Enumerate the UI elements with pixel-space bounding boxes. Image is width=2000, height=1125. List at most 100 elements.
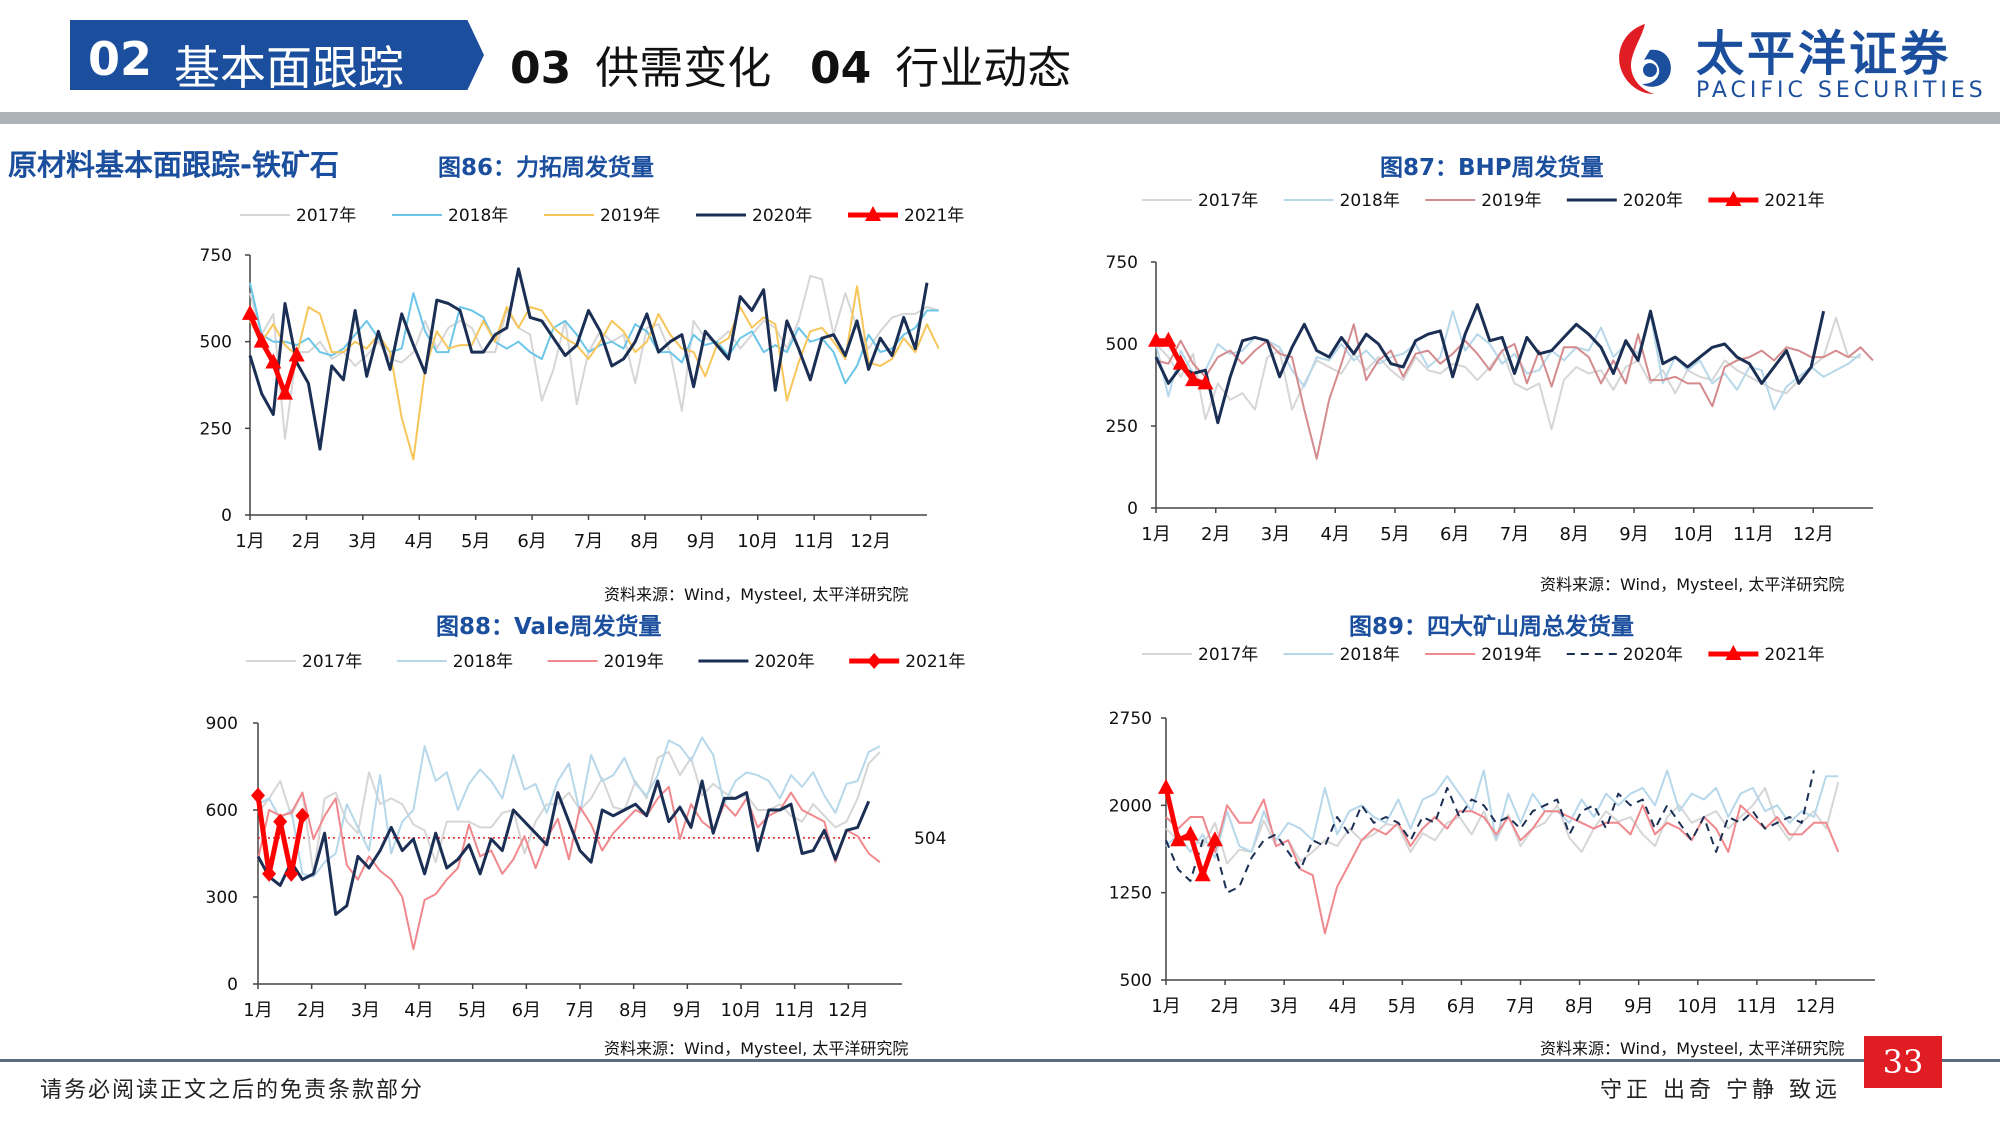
chart-title-big-four: 图89：四大矿山周总发货量 bbox=[1349, 614, 1635, 640]
x-tick-label: 1月 bbox=[243, 1000, 272, 1021]
x-tick-label: 10月 bbox=[721, 1000, 762, 1021]
x-tick-label: 1月 bbox=[1141, 524, 1170, 545]
x-tick-label: 12月 bbox=[1793, 524, 1834, 545]
series-line-2018年 bbox=[1165, 769, 1839, 859]
y-tick-label: 250 bbox=[200, 419, 232, 439]
series-point bbox=[1170, 831, 1187, 847]
nav-tab-number: 04 bbox=[810, 43, 872, 94]
x-tick-label: 2月 bbox=[1210, 996, 1239, 1017]
y-tick-label: 300 bbox=[206, 888, 238, 908]
x-tick-label: 11月 bbox=[794, 531, 835, 552]
chart-title-bhp: 图87：BHP周发货量 bbox=[1380, 155, 1604, 181]
legend-label: 2021年 bbox=[1764, 645, 1824, 665]
y-tick-label: 0 bbox=[221, 506, 232, 526]
nav-tab-number: 03 bbox=[510, 43, 572, 94]
x-tick-label: 7月 bbox=[574, 531, 603, 552]
x-tick-label: 3月 bbox=[1269, 996, 1298, 1017]
x-tick-label: 4月 bbox=[1329, 996, 1358, 1017]
nav-tab-supply-demand[interactable]: 03 供需变化 bbox=[510, 32, 771, 96]
x-tick-label: 4月 bbox=[1321, 524, 1350, 545]
nav-tab-fundamentals[interactable]: 02 基本面跟踪 bbox=[70, 20, 484, 90]
x-tick-label: 2月 bbox=[292, 531, 321, 552]
series-line-2019年 bbox=[1155, 323, 1874, 460]
chart-source-vale: 资料来源：Wind，Mysteel, 太平洋研究院 bbox=[604, 1039, 909, 1058]
x-tick-label: 9月 bbox=[1624, 996, 1653, 1017]
x-tick-label: 8月 bbox=[619, 1000, 648, 1021]
section-title: 原材料基本面跟踪-铁矿石 bbox=[8, 148, 340, 182]
legend-label: 2020年 bbox=[754, 652, 814, 672]
series-line-2017年 bbox=[1155, 316, 1861, 431]
series-line-2017年 bbox=[1165, 781, 1840, 865]
legend-label: 2017年 bbox=[296, 206, 356, 226]
legend-label: 2020年 bbox=[752, 206, 812, 226]
series-point bbox=[253, 332, 270, 348]
legend-label: 2018年 bbox=[453, 652, 513, 672]
x-tick-label: 11月 bbox=[774, 1000, 815, 1021]
x-tick-label: 9月 bbox=[1619, 524, 1648, 545]
series-point bbox=[1158, 778, 1174, 794]
x-tick-label: 9月 bbox=[673, 1000, 702, 1021]
x-tick-label: 8月 bbox=[1560, 524, 1589, 545]
x-tick-label: 9月 bbox=[687, 531, 716, 552]
page-number-badge: 33 bbox=[1864, 1036, 1942, 1088]
series-point bbox=[273, 813, 288, 830]
series-point bbox=[242, 304, 258, 320]
x-tick-label: 10月 bbox=[737, 531, 778, 552]
x-tick-label: 7月 bbox=[565, 1000, 594, 1021]
legend-label: 2021年 bbox=[905, 652, 965, 672]
y-tick-label: 500 bbox=[1106, 335, 1138, 355]
x-tick-label: 5月 bbox=[1380, 524, 1409, 545]
series-point bbox=[1172, 354, 1189, 370]
legend-marker bbox=[865, 206, 881, 221]
series-point bbox=[1194, 866, 1211, 882]
series-point bbox=[277, 384, 294, 400]
series-point bbox=[295, 807, 310, 824]
chart-title-vale: 图88：Vale周发货量 bbox=[436, 614, 662, 640]
legend-label: 2017年 bbox=[1198, 191, 1258, 211]
y-tick-label: 0 bbox=[227, 975, 238, 995]
series-point bbox=[262, 865, 277, 882]
x-tick-label: 12月 bbox=[828, 1000, 869, 1021]
series-point bbox=[1185, 371, 1202, 387]
y-tick-label: 250 bbox=[1106, 417, 1138, 437]
y-tick-label: 900 bbox=[206, 714, 238, 734]
x-tick-label: 3月 bbox=[348, 531, 377, 552]
nav-tab-label: 基本面跟踪 bbox=[174, 41, 404, 95]
x-tick-label: 2月 bbox=[1201, 524, 1230, 545]
footer-divider bbox=[0, 1059, 2000, 1062]
series-line-2019年 bbox=[249, 285, 940, 461]
nav-tab-industry-news[interactable]: 04 行业动态 bbox=[810, 32, 1071, 96]
y-tick-label: 2000 bbox=[1109, 796, 1152, 816]
legend-label: 2021年 bbox=[1764, 191, 1824, 211]
legend-label: 2020年 bbox=[1623, 191, 1683, 211]
logo-text-cn: 太平洋证券 bbox=[1696, 26, 1952, 82]
series-point bbox=[251, 787, 265, 804]
y-tick-label: 500 bbox=[1120, 971, 1152, 991]
pacific-securities-logo-icon bbox=[1619, 24, 1671, 94]
x-tick-label: 2月 bbox=[297, 1000, 326, 1021]
series-line-2020年 bbox=[1154, 303, 1826, 425]
x-tick-label: 4月 bbox=[405, 531, 434, 552]
x-tick-label: 1月 bbox=[1151, 996, 1180, 1017]
legend-label: 2019年 bbox=[600, 206, 660, 226]
x-tick-label: 5月 bbox=[1388, 996, 1417, 1017]
legend-marker bbox=[1725, 191, 1742, 206]
y-tick-label: 600 bbox=[206, 801, 238, 821]
legend-label: 2021年 bbox=[904, 206, 964, 226]
legend-label: 2017年 bbox=[302, 652, 362, 672]
nav-tab-label: 供需变化 bbox=[595, 43, 772, 94]
legend-label: 2018年 bbox=[448, 206, 508, 226]
legend-marker bbox=[1725, 645, 1742, 660]
series-point bbox=[1206, 831, 1223, 847]
nav-tab-number: 02 bbox=[88, 32, 153, 86]
y-tick-label: 500 bbox=[200, 333, 232, 353]
chart-source-bhp: 资料来源：Wind，Mysteel, 太平洋研究院 bbox=[1540, 575, 1845, 594]
x-tick-label: 7月 bbox=[1500, 524, 1529, 545]
x-tick-label: 6月 bbox=[1447, 996, 1476, 1017]
chart-source-big-four: 资料来源：Wind，Mysteel, 太平洋研究院 bbox=[1540, 1039, 1845, 1058]
series-point bbox=[288, 346, 305, 362]
y-tick-label: 0 bbox=[1127, 499, 1138, 519]
